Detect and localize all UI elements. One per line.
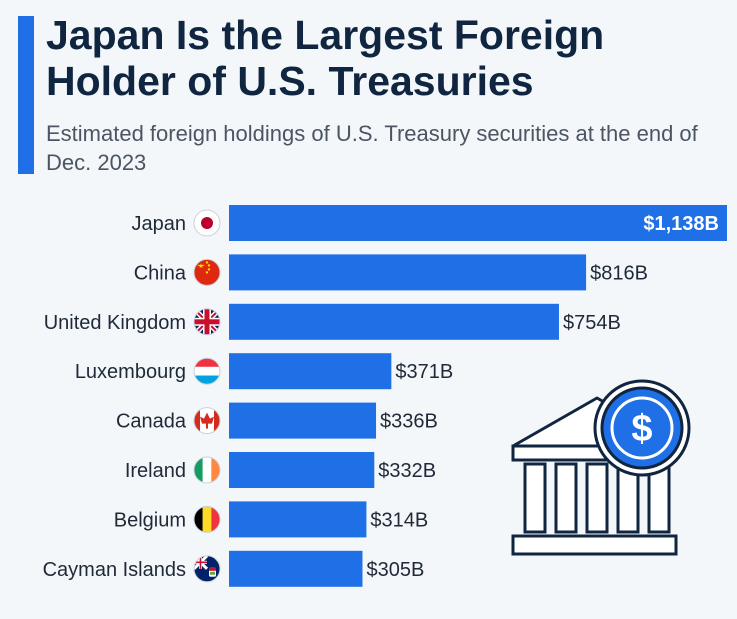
bar-united-kingdom bbox=[229, 303, 559, 340]
bank-dollar-icon: $ bbox=[511, 379, 691, 556]
category-label: Japan bbox=[132, 213, 187, 235]
value-label: $332B bbox=[378, 460, 436, 482]
bar-cayman-islands bbox=[229, 550, 363, 587]
svg-text:$: $ bbox=[631, 408, 652, 450]
bar-ireland bbox=[229, 452, 375, 488]
accent-bar bbox=[18, 16, 34, 174]
bar-belgium bbox=[229, 501, 367, 538]
uk-flag-icon bbox=[193, 308, 221, 336]
value-label: $336B bbox=[380, 411, 438, 433]
luxembourg-flag-icon bbox=[193, 357, 221, 385]
value-label: $371B bbox=[395, 361, 453, 383]
category-label: United Kingdom bbox=[44, 312, 186, 334]
category-label: Luxembourg bbox=[75, 361, 186, 383]
bar-canada bbox=[229, 402, 377, 439]
value-label: $305B bbox=[366, 559, 424, 581]
bar-chart: Japan $1,138B China $816B United Kingdom $754… bbox=[43, 205, 727, 587]
japan-flag-icon bbox=[193, 209, 221, 237]
value-label: $816B bbox=[590, 262, 648, 284]
bar-japan bbox=[229, 205, 727, 241]
belgium-flag-icon bbox=[193, 505, 221, 533]
canada-flag-icon bbox=[193, 407, 221, 435]
value-label: $754B bbox=[563, 312, 621, 334]
cayman-islands-flag-icon bbox=[193, 555, 221, 583]
ireland-flag-icon bbox=[193, 456, 221, 484]
china-flag-icon bbox=[193, 258, 221, 286]
chart-subtitle: Estimated foreign holdings of U.S. Treas… bbox=[46, 121, 698, 175]
category-label: China bbox=[134, 262, 187, 284]
category-label: Canada bbox=[116, 411, 187, 433]
category-label: Belgium bbox=[114, 509, 186, 531]
chart-title: Japan Is the Largest Foreign Holder of U… bbox=[46, 12, 605, 104]
category-label: Cayman Islands bbox=[43, 559, 186, 581]
value-label: $314B bbox=[370, 509, 428, 531]
category-label: Ireland bbox=[125, 460, 186, 482]
value-label: $1,138B bbox=[643, 213, 719, 235]
bar-china bbox=[229, 254, 587, 291]
bar-luxembourg bbox=[229, 353, 392, 390]
